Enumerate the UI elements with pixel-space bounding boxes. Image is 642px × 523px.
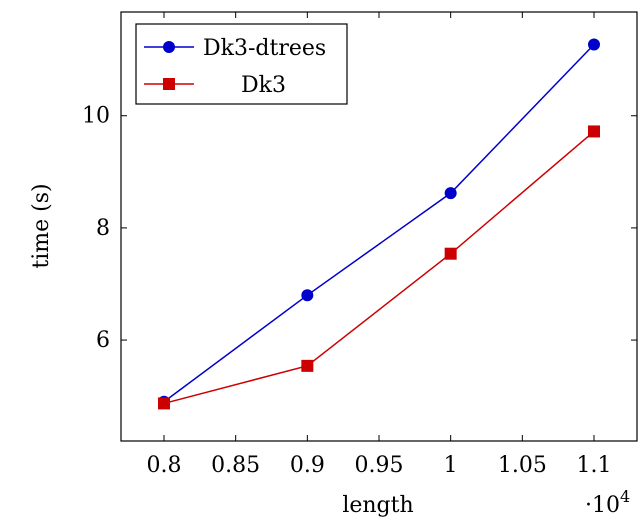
legend-marker-dk3-dtrees <box>163 41 175 53</box>
legend: Dk3-dtrees Dk3 <box>135 23 348 105</box>
data-point-dk3 <box>588 125 600 138</box>
data-point-dk3-dtrees <box>588 38 600 51</box>
x-multiplier-exponent: 4 <box>620 487 630 506</box>
x-axis-ticks: 0.8 0.85 0.9 0.95 1 1.05 1.1 <box>147 12 612 478</box>
data-point-dk3 <box>158 397 170 410</box>
x-tick-label: 0.85 <box>211 453 260 478</box>
y-axis-ticks: 6 8 10 <box>82 104 637 353</box>
data-point-dk3-dtrees <box>301 289 314 302</box>
series-line-dk3-dtrees <box>163 44 595 403</box>
x-tick-label: 0.8 <box>147 453 182 478</box>
x-tick-label: 1.1 <box>577 453 612 478</box>
x-tick-label: 0.9 <box>290 453 325 478</box>
y-axis-label: time (s) <box>29 183 54 268</box>
x-tick-label: 0.95 <box>355 453 404 478</box>
data-point-dk3 <box>301 359 314 372</box>
y-tick-label: 8 <box>96 216 110 241</box>
x-multiplier: ·104 <box>585 487 630 518</box>
x-multiplier-base: ·10 <box>585 493 620 518</box>
y-tick-label: 10 <box>82 104 110 129</box>
series-layer <box>158 38 600 410</box>
legend-box <box>135 23 348 105</box>
data-point-dk3-dtrees <box>444 187 457 200</box>
legend-marker-dk3 <box>163 78 175 90</box>
x-tick-label: 1 <box>444 453 458 478</box>
x-tick-label: 1.05 <box>498 453 547 478</box>
legend-label-dk3: Dk3 <box>241 73 286 98</box>
legend-label-dk3-dtrees: Dk3-dtrees <box>203 36 326 61</box>
y-tick-label: 6 <box>96 328 110 353</box>
x-axis-label: length <box>342 493 413 518</box>
data-point-dk3 <box>444 247 457 260</box>
series-line-dk3 <box>163 130 595 405</box>
